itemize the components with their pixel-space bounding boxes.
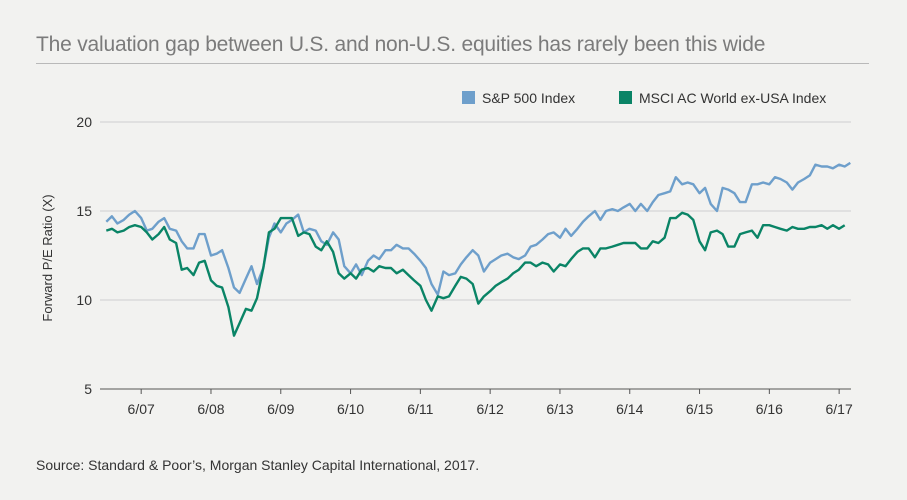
x-tick-label: 6/12 <box>477 401 504 417</box>
msci-line <box>105 211 846 337</box>
chart-title: The valuation gap between U.S. and non-U… <box>36 33 766 56</box>
x-tick-label: 6/14 <box>616 401 643 417</box>
gridlines <box>100 121 851 301</box>
tick-labels: 5 10 15 20 6/07 6/08 6/09 6/10 6/11 6/12 6/13 6/14 6… <box>76 114 853 417</box>
source-note: Source: Standard & Poor’s, Morgan Stanle… <box>36 457 480 473</box>
x-tick-label: 6/08 <box>197 401 224 417</box>
y-tick-label: 10 <box>76 292 92 308</box>
axes <box>100 388 851 394</box>
x-tick-label: 6/13 <box>546 401 573 417</box>
x-tick-label: 6/11 <box>407 401 433 417</box>
legend: S&P 500 Index MSCI AC World ex-USA Index <box>462 90 826 106</box>
y-tick-label: 20 <box>76 114 92 130</box>
x-tick-label: 6/07 <box>128 401 155 417</box>
x-tick-label: 6/10 <box>337 401 364 417</box>
y-tick-label: 5 <box>84 381 92 397</box>
y-axis-title: Forward P/E Ratio (X) <box>40 194 55 321</box>
sp500-line <box>105 161 851 296</box>
series-lines <box>105 161 851 337</box>
legend-label: MSCI AC World ex-USA Index <box>639 90 826 106</box>
x-tick-label: 6/17 <box>826 401 853 417</box>
title-divider <box>36 63 869 64</box>
legend-swatch <box>619 91 632 104</box>
x-tick-label: 6/09 <box>267 401 294 417</box>
x-tick-label: 6/15 <box>686 401 713 417</box>
legend-swatch <box>462 91 475 104</box>
y-tick-label: 15 <box>76 203 92 219</box>
x-tick-label: 6/16 <box>756 401 783 417</box>
legend-label: S&P 500 Index <box>482 90 575 106</box>
